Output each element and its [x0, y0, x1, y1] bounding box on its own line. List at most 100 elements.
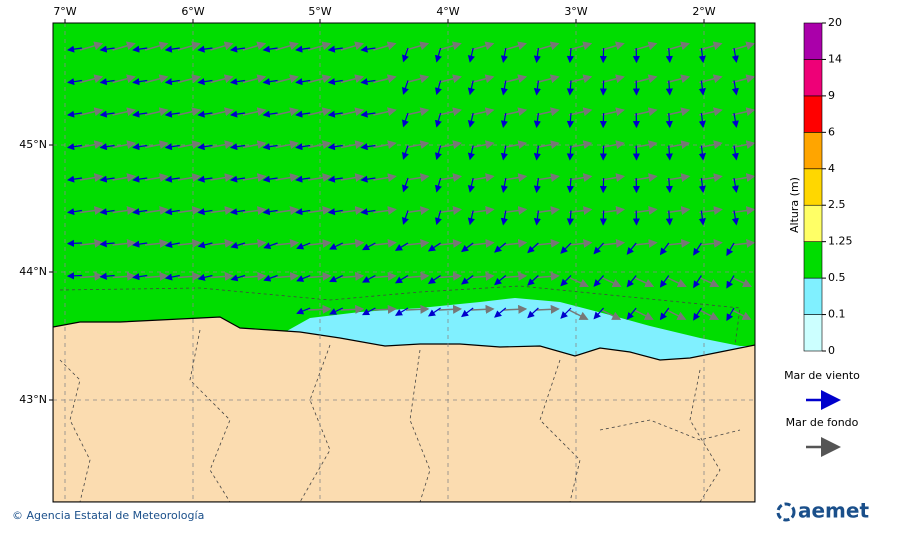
wind-arrow [726, 307, 735, 322]
wind-arrow [197, 143, 213, 151]
colorbar-label: 6 [828, 125, 835, 138]
wind-arrow [197, 110, 213, 118]
swell-arrow [177, 74, 202, 84]
map-frame [52, 22, 756, 503]
lat-label: 44°N [19, 265, 47, 278]
swell-arrow [536, 74, 560, 84]
swell-arrow [308, 304, 332, 314]
wind-arrow [467, 47, 475, 63]
swell-arrow [112, 173, 137, 183]
wind-arrow [731, 145, 739, 161]
swell-arrow [242, 173, 267, 183]
swell-arrow [634, 74, 658, 84]
swell-arrow [568, 140, 593, 150]
swell-arrow [731, 309, 752, 320]
swell-arrow [634, 238, 658, 248]
wind-arrow [99, 272, 115, 280]
swell-arrow [308, 271, 332, 281]
wind-arrow [66, 272, 83, 280]
wind-arrow [164, 110, 180, 118]
wind-arrow [566, 177, 574, 194]
wind-arrow [197, 208, 213, 216]
swell-arrow [340, 238, 365, 248]
wind-arrow [593, 275, 605, 287]
wind-arrow [731, 210, 739, 226]
wind-arrow [665, 177, 673, 194]
colorbar-band [803, 314, 823, 352]
swell-arrow [373, 238, 397, 248]
swell-arrow [601, 41, 625, 51]
wind-arrow [461, 307, 474, 318]
swell-arrow [177, 206, 202, 215]
swell-arrow [177, 140, 202, 150]
wind-arrow [262, 175, 278, 183]
wind-arrow [560, 275, 572, 287]
wind-arrow [230, 274, 246, 282]
land [53, 316, 755, 502]
colorbar-label: 0 [828, 344, 835, 357]
wind-arrow [698, 145, 706, 161]
swell-arrow [308, 140, 332, 150]
swell-arrow [405, 140, 430, 150]
wind-arrow [99, 208, 115, 216]
swell-arrow [177, 41, 201, 51]
swell-arrow [145, 74, 169, 84]
swell-arrow [568, 173, 593, 183]
swell-arrow [340, 304, 365, 314]
wind-arrow [262, 208, 278, 216]
swell-arrow [210, 140, 234, 150]
swell-arrow [340, 271, 365, 281]
wind-arrow [698, 177, 706, 194]
swell-arrow [666, 140, 691, 150]
wind-arrow [527, 307, 539, 319]
swell-arrow [242, 206, 267, 215]
swell-arrow [210, 107, 234, 117]
wind-arrow [197, 175, 213, 183]
wind-arrow [164, 273, 180, 281]
swell-arrow [503, 173, 528, 183]
wind-arrow [659, 307, 670, 321]
wind-arrow [500, 112, 508, 128]
lon-label: 4°W [436, 5, 459, 18]
wind-arrow [229, 78, 246, 86]
wind-arrow [467, 177, 475, 193]
swell-arrow [568, 107, 593, 117]
swell-arrow [731, 173, 755, 183]
wind-arrow [360, 110, 376, 118]
swell-arrow [340, 74, 365, 84]
swell-arrow [112, 74, 136, 84]
wind-arrow [494, 275, 507, 286]
swell-arrow [373, 74, 397, 84]
swell-arrow [634, 206, 658, 215]
swell-arrow [601, 276, 622, 288]
wind-arrow [500, 177, 508, 193]
swell-arrow [340, 107, 365, 117]
swell-arrow [145, 271, 169, 281]
swell-arrow [405, 74, 430, 84]
swell-arrow [503, 140, 528, 150]
swell-arrow [145, 107, 169, 117]
wind-arrow [229, 110, 246, 118]
swell-arrow [471, 74, 495, 84]
wind-arrow [427, 275, 441, 284]
wind-arrow [296, 274, 311, 282]
swell-arrow [405, 271, 430, 281]
swell-arrow [275, 140, 300, 150]
wind-arrow [665, 210, 673, 226]
wind-arrow [434, 47, 442, 63]
wind-arrow [132, 273, 148, 281]
swell-arrow [79, 238, 104, 248]
wind-arrow [698, 112, 706, 129]
swell-arrow [568, 206, 593, 215]
swell-arrow [601, 74, 625, 84]
legend-label: Mar de fondo [786, 416, 859, 429]
swell-arrow [438, 41, 462, 51]
wind-arrow [360, 143, 376, 151]
colorbar-label: 4 [828, 162, 835, 175]
swell-arrow [210, 206, 234, 215]
swell-arrow [308, 206, 332, 215]
swell-arrow [666, 41, 690, 51]
wind-arrow [262, 110, 278, 118]
wind-arrow [726, 275, 735, 289]
wind-arrow [731, 112, 739, 128]
